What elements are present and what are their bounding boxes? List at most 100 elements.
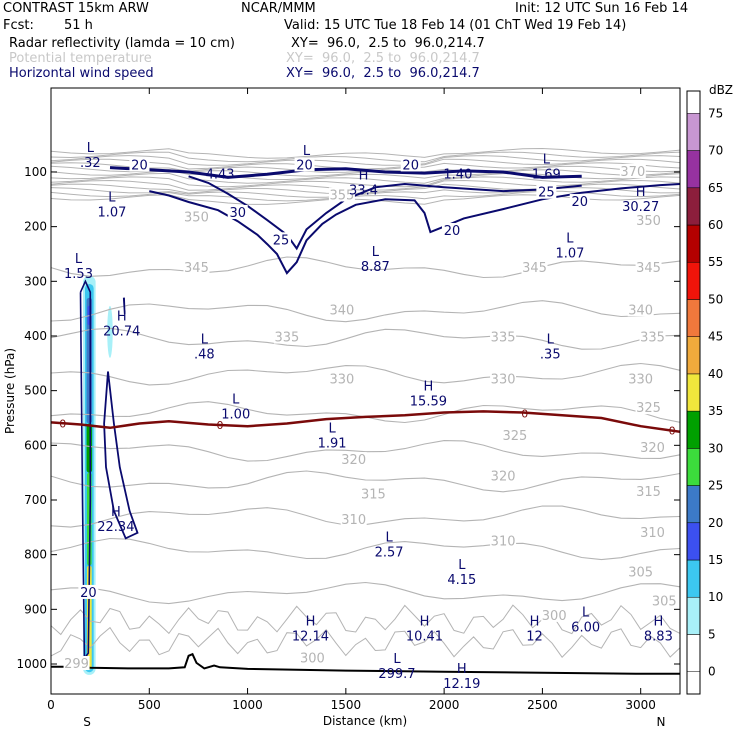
theta-label-1: 355 [329,188,354,203]
field-theta-xy: XY= 96.0, 2.5 to 96.0,214.7 [286,51,480,66]
wind-contour-20 [149,183,680,275]
extremum-kind-23: H [530,614,540,629]
wind-label-8: 20 [80,586,97,601]
extremum-value-9: 8.87 [361,260,390,275]
theta-label-bg-2 [183,209,210,224]
colorbar-label-9: 45 [708,330,723,344]
colorbar-swatch-0 [686,634,701,672]
theta-label-28: 300 [300,652,325,667]
x-tick-label-0: 0 [47,698,55,712]
theta-label-15: 325 [636,401,661,416]
theta-label-bg-11 [639,329,666,344]
extremum-value-1: 4.43 [206,167,235,182]
theta-label-bg-22 [340,512,367,527]
contour-labels: 370 355 350 350 345 345 345 340 340 335 335 335 330 3… [59,141,678,692]
theta-label-bg-25 [627,564,654,579]
colorbar-label-2: 10 [708,590,723,604]
theta-label-8: 340 [628,303,653,318]
colorbar-unit: dBZ [709,83,733,97]
theta-label-27: 300 [542,609,567,624]
extremum-value-7: 1.07 [97,206,126,221]
y-tick-label-3: 400 [24,329,47,343]
field-wind-name: Horizontal wind speed [9,66,154,81]
extremum-kind-2: L [303,144,311,159]
theta-contour-5 [51,440,680,462]
org-label: NCAR/MMM [241,1,316,16]
colorbar-label-14: 70 [708,144,723,158]
theta-label-13: 330 [491,373,516,388]
extremum-kind-22: H [420,614,430,629]
theta-upper-0 [51,147,680,159]
theta-label-bg-24 [639,524,666,539]
colorbar-label-5: 25 [708,479,723,493]
theta-upper-6 [51,169,680,181]
theta-lower-0 [51,604,680,636]
extremum-value-25: 299.7 [378,667,415,682]
terrain-line [51,652,680,675]
theta-label-10: 335 [491,331,516,346]
theta-label-16: 325 [502,429,527,444]
extremum-value-15: 1.00 [221,407,250,422]
colorbar-swatch-2 [686,559,701,598]
x-tick-label-2: 1000 [232,698,263,712]
theta-label-bg-23 [490,533,517,548]
theta-label-bg-26 [651,593,678,608]
colorbar-label-3: 15 [708,553,723,567]
y-tick-label-4: 500 [24,384,47,398]
wind-label-6: 25 [273,233,290,248]
colorbar-swatch-10 [686,261,701,300]
extremum-value-26: 12.19 [443,677,480,692]
colorbar-frame [686,90,701,695]
theta-contour-2 [51,327,680,350]
theta-label-3: 350 [636,214,661,229]
wind-contours [79,166,680,661]
theta-label-bg-8 [627,302,654,317]
extremum-value-16: 1.91 [318,436,347,451]
extremum-value-3: 33.4 [349,183,378,198]
colorbar-swatch-3 [686,522,701,561]
colorbar-swatch-9 [686,299,701,337]
extremum-value-5: 1.69 [532,167,561,182]
theta-label-20: 315 [361,488,386,503]
valid-time: Valid: 15 UTC Tue 18 Feb 14 (01 ChT Wed … [284,18,627,33]
theta-label-bg-1 [328,187,355,202]
colorbar-label-13: 65 [708,181,723,195]
extremum-value-22: 10.41 [406,629,443,644]
x-axis-title: Distance (km) [323,714,407,728]
y-tick-label-9: 1000 [16,657,47,671]
wind-label-bg-2 [400,157,421,172]
theta-upper-8 [51,176,680,188]
y-tick-label-7: 800 [24,548,47,562]
extremum-value-18: 2.57 [375,546,404,561]
wind-contour-25 [188,175,582,251]
wind-label-bg-1 [294,157,315,172]
extremum-kind-6: H [636,185,646,200]
theta-label-17: 320 [341,453,366,468]
extremum-kind-13: L [547,332,555,347]
colorbar-swatch-8 [686,336,701,375]
extremum-kind-0: L [87,141,95,156]
reflectivity-plume [107,305,113,358]
zero-label-2: 0 [521,408,528,421]
extremum-kind-16: L [328,421,336,436]
zero-label-1: 0 [217,419,224,432]
colorbar: 0 5 10 15 20 25 30 35 40 45 50 55 60 65 70 75 [686,90,723,695]
axes: 0 500 1000 1500 2000 2500 30001002003004005006… [16,88,680,712]
extremum-value-23: 12 [526,629,543,644]
extremum-value-12: .48 [194,347,215,362]
colorbar-label-6: 30 [708,441,723,455]
theta-label-bg-0 [619,163,646,178]
wind-contour-convective [103,371,139,540]
theta-label-bg-21 [635,483,662,498]
zero-label-3: 0 [669,425,676,438]
extremum-value-4: 1.40 [443,167,472,182]
theta-label-26: 305 [652,595,677,610]
y-tick-label-6: 700 [24,493,47,507]
theta-label-7: 340 [329,303,354,318]
colorbar-label-10: 50 [708,292,723,306]
extremum-kind-12: L [201,332,209,347]
theta-label-29: 299 [64,657,89,672]
extremum-value-13: .35 [540,347,561,362]
colorbar-label-4: 20 [708,516,723,530]
theta-label-23: 310 [491,535,516,550]
